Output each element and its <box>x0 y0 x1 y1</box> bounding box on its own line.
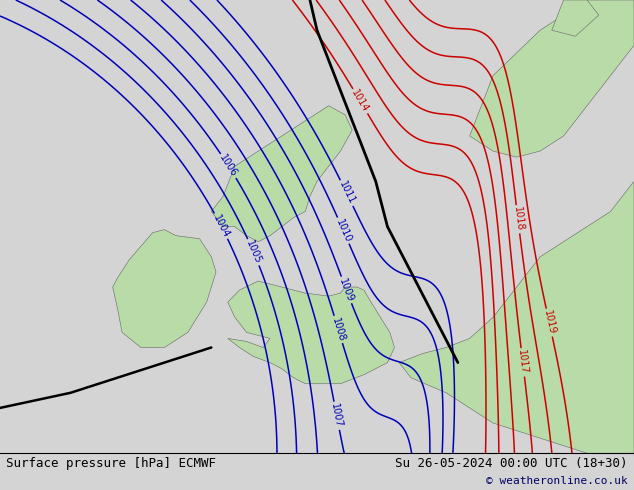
Text: Su 26-05-2024 00:00 UTC (18+30): Su 26-05-2024 00:00 UTC (18+30) <box>395 457 628 469</box>
Text: 1017: 1017 <box>516 349 529 375</box>
Text: 1008: 1008 <box>330 316 347 343</box>
Text: 1005: 1005 <box>244 239 263 266</box>
Text: © weatheronline.co.uk: © weatheronline.co.uk <box>486 476 628 486</box>
Text: 1009: 1009 <box>337 277 356 303</box>
Text: Surface pressure [hPa] ECMWF: Surface pressure [hPa] ECMWF <box>6 457 216 469</box>
Text: 1011: 1011 <box>337 180 356 206</box>
Text: 1007: 1007 <box>330 403 344 429</box>
Text: 1010: 1010 <box>334 218 353 244</box>
Text: 1019: 1019 <box>542 310 557 336</box>
Polygon shape <box>552 0 598 36</box>
Polygon shape <box>113 230 216 347</box>
Text: 1004: 1004 <box>211 213 231 239</box>
Polygon shape <box>470 0 634 157</box>
Polygon shape <box>399 181 634 453</box>
Polygon shape <box>228 281 394 384</box>
Text: 1006: 1006 <box>217 153 239 179</box>
Text: 1014: 1014 <box>350 88 371 114</box>
Text: 1018: 1018 <box>512 206 524 232</box>
Polygon shape <box>211 106 353 242</box>
